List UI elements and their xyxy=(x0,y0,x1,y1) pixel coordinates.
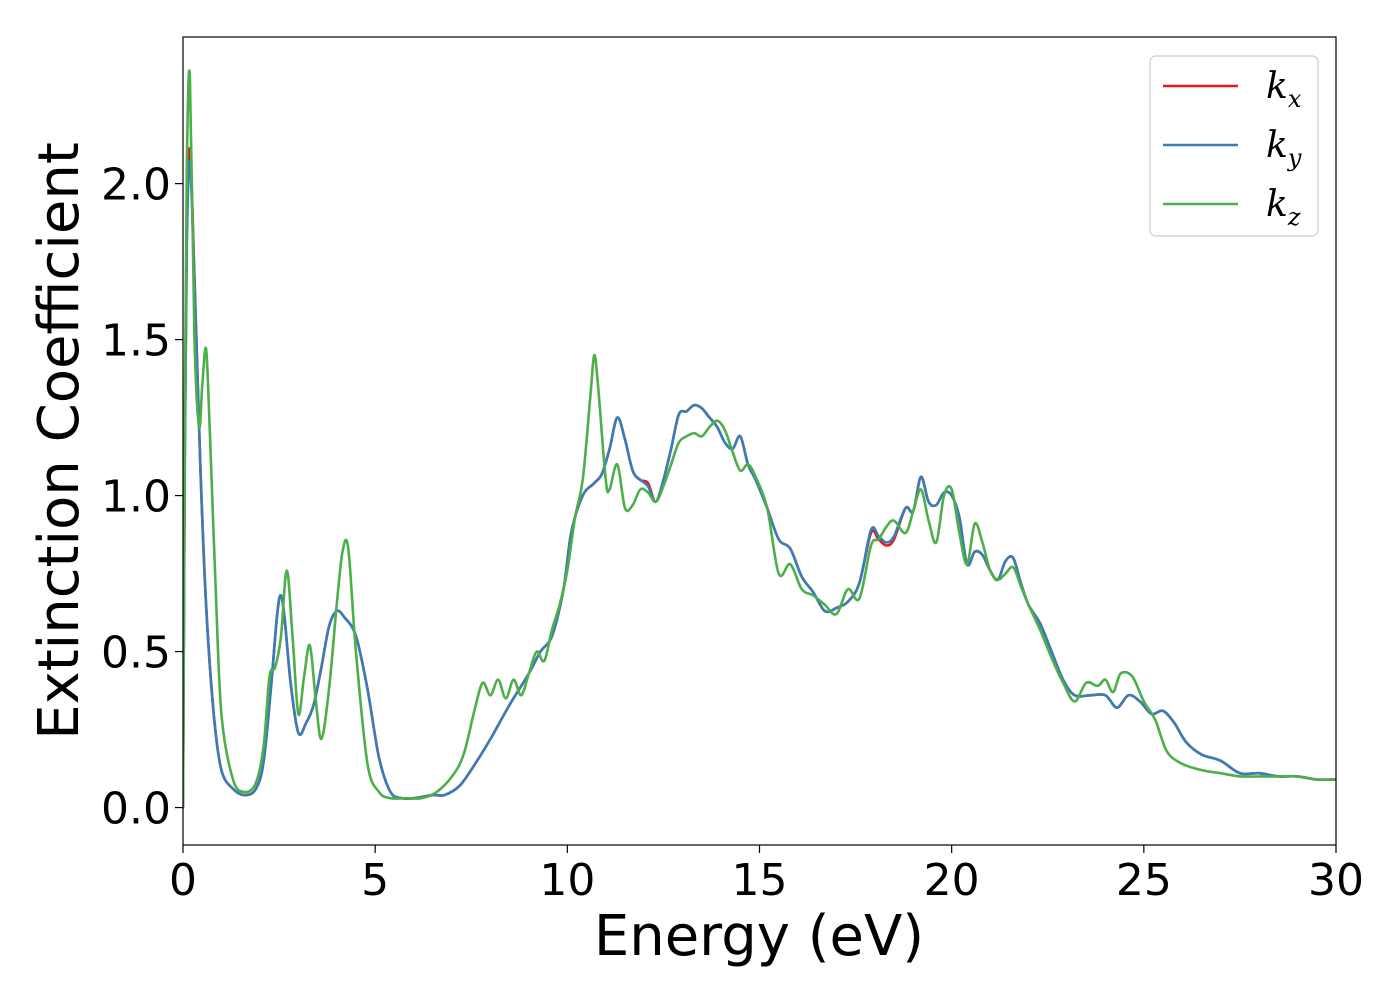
y-tick-label: 0.5 xyxy=(101,628,171,679)
y-tick-label: 0.0 xyxy=(101,784,171,835)
y-axis-ticks: 0.0 0.5 1.0 1.5 2.0 xyxy=(101,160,183,835)
y-tick-label: 1.5 xyxy=(101,316,171,367)
legend: kx ky kz xyxy=(1149,55,1319,237)
legend-label-kx: kx xyxy=(1266,66,1302,113)
x-tick-label: 5 xyxy=(361,855,389,906)
x-tick-label: 25 xyxy=(1116,855,1172,906)
x-axis-ticks: 0 5 10 15 20 25 30 xyxy=(169,845,1364,906)
y-tick-label: 2.0 xyxy=(101,160,171,211)
x-axis-label: Energy (eV) xyxy=(594,904,924,969)
x-tick-label: 15 xyxy=(732,855,788,906)
series-layer xyxy=(183,69,1336,809)
x-tick-label: 30 xyxy=(1308,855,1364,906)
x-tick-label: 10 xyxy=(539,855,595,906)
y-tick-label: 1.0 xyxy=(101,472,171,523)
x-tick-label: 0 xyxy=(169,855,197,906)
legend-label-kz: kz xyxy=(1266,184,1301,231)
series-line-kz xyxy=(183,69,1336,809)
series-line-ky xyxy=(183,160,1336,809)
legend-label-ky: ky xyxy=(1266,125,1302,172)
x-tick-label: 20 xyxy=(924,855,980,906)
y-axis-label: Extinction Coefficient xyxy=(27,142,92,740)
